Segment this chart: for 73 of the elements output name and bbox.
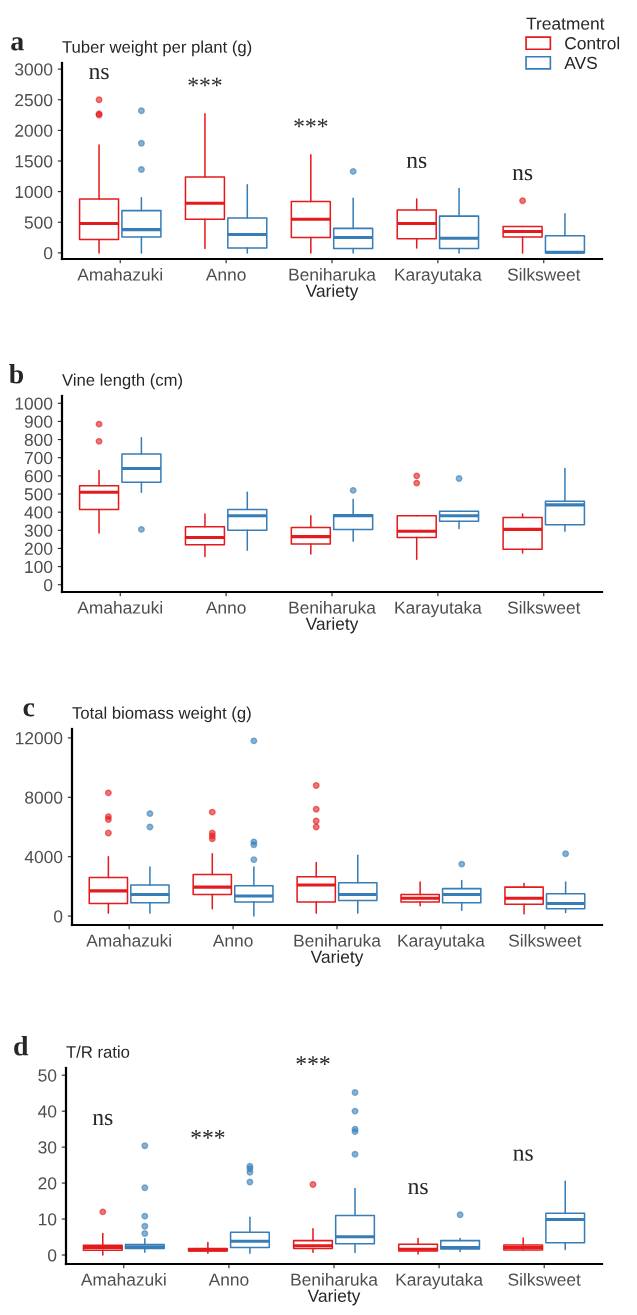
y-tick-label: 3000 <box>15 63 53 76</box>
y-tick-label: 200 <box>24 542 53 555</box>
x-tick-label: Karayutaka <box>398 934 485 951</box>
y-tick-label: 100 <box>25 560 53 574</box>
y-tick-label: 8000 <box>25 791 63 804</box>
legend-label: Control <box>565 36 620 50</box>
x-tick-label: Beniharuka <box>289 601 376 614</box>
text: d <box>14 1035 29 1056</box>
x-tick-label: Amahazuki <box>86 934 171 947</box>
x-tick-label: Karayutaka <box>395 601 482 618</box>
legend-label: AVS <box>564 56 597 70</box>
y-tick-label: 500 <box>24 488 53 501</box>
y-tick-label: 500 <box>24 216 53 229</box>
x-tick-label: Silksweet <box>507 601 581 614</box>
x-tick-label: Anno <box>205 601 246 614</box>
y-tick-label: 0 <box>54 910 63 923</box>
y-tick-label: 900 <box>24 415 53 428</box>
x-tick-label: Anno <box>208 1273 249 1286</box>
annotation: *** <box>191 1130 225 1139</box>
chart-title: Vine length (cm) <box>62 373 183 390</box>
text: c <box>23 703 35 717</box>
chart-title: T/R ratio <box>66 1045 130 1058</box>
x-tick-label: Beniharuka <box>289 268 376 281</box>
annotation: ns <box>89 67 109 80</box>
y-tick-label: 0 <box>44 247 53 260</box>
y-tick-label: 30 <box>38 1141 57 1154</box>
y-tick-label: 400 <box>24 506 53 519</box>
text: *** <box>296 1056 330 1065</box>
y-tick-label: 10 <box>38 1213 57 1226</box>
x-tick-label: Amahazuki <box>77 601 163 614</box>
chart-title: Total biomass weight (g) <box>72 706 251 723</box>
y-tick-label: 4000 <box>24 850 63 864</box>
x-tick-label: Silksweet <box>507 268 581 281</box>
text: b <box>9 363 24 384</box>
x-axis-title: Variety <box>305 284 359 301</box>
y-tick-label: 700 <box>24 451 53 465</box>
annotation: ns <box>512 168 533 181</box>
x-tick-label: Anno <box>205 268 246 281</box>
annotation: *** <box>294 118 328 128</box>
legend-title: Treatment <box>526 17 605 30</box>
annotation: *** <box>188 77 222 87</box>
y-tick-label: 800 <box>24 433 53 447</box>
y-tick-label: 20 <box>38 1177 57 1190</box>
y-tick-label: 600 <box>24 470 53 483</box>
y-tick-label: 40 <box>38 1105 57 1118</box>
y-tick-label: 300 <box>24 524 53 537</box>
y-tick-label: 1500 <box>15 155 53 168</box>
annotation: ns <box>92 1113 113 1126</box>
y-tick-label: 50 <box>38 1069 57 1082</box>
y-tick-label: 12000 <box>16 732 63 745</box>
x-tick-label: Anno <box>212 934 253 947</box>
y-tick-label: 1000 <box>15 397 53 410</box>
y-tick-label: 0 <box>44 578 53 592</box>
x-tick-label: Beniharuka <box>294 934 381 947</box>
annotation: ns <box>513 1149 533 1161</box>
y-tick-label: 2000 <box>15 124 53 137</box>
x-tick-label: Beniharuka <box>291 1273 378 1286</box>
annotation: ns <box>408 1182 428 1195</box>
y-tick-label: 2500 <box>15 93 53 107</box>
text: a <box>11 37 24 51</box>
y-tick-label: 1000 <box>15 185 53 199</box>
x-axis-title: Variety <box>305 617 359 634</box>
x-tick-label: Amahazuki <box>77 268 163 281</box>
x-tick-label: Silksweet <box>508 1273 581 1286</box>
chart-title: Tuber weight per plant (g) <box>62 40 252 57</box>
x-tick-label: Karayutaka <box>396 1273 484 1290</box>
x-axis-title: Variety <box>307 1289 361 1306</box>
annotation: ns <box>406 156 427 169</box>
x-tick-label: Karayutaka <box>395 268 482 285</box>
x-tick-label: Silksweet <box>508 934 582 947</box>
x-tick-label: Amahazuki <box>80 1273 166 1286</box>
y-tick-label: 0 <box>48 1249 57 1262</box>
x-axis-title: Variety <box>310 950 364 967</box>
